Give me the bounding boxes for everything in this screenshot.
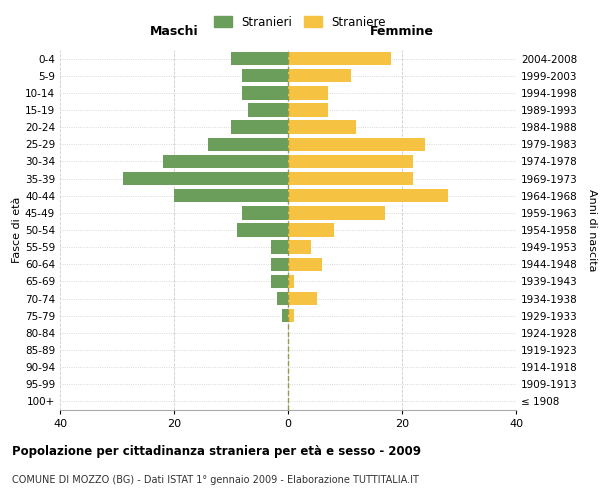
Bar <box>288 172 413 186</box>
Y-axis label: Fasce di età: Fasce di età <box>12 197 22 263</box>
Bar <box>163 154 288 168</box>
Bar <box>288 138 425 151</box>
Bar <box>288 258 322 271</box>
Text: COMUNE DI MOZZO (BG) - Dati ISTAT 1° gennaio 2009 - Elaborazione TUTTITALIA.IT: COMUNE DI MOZZO (BG) - Dati ISTAT 1° gen… <box>12 475 419 485</box>
Bar <box>288 292 317 306</box>
Bar <box>242 206 288 220</box>
Bar <box>277 292 288 306</box>
Text: Femmine: Femmine <box>370 25 434 38</box>
Bar <box>271 258 288 271</box>
Text: Maschi: Maschi <box>149 25 199 38</box>
Bar <box>283 309 288 322</box>
Bar <box>231 120 288 134</box>
Legend: Stranieri, Straniere: Stranieri, Straniere <box>209 11 391 34</box>
Bar <box>122 172 288 186</box>
Bar <box>288 120 356 134</box>
Bar <box>231 52 288 66</box>
Bar <box>248 104 288 117</box>
Bar <box>236 224 288 236</box>
Bar <box>208 138 288 151</box>
Bar <box>288 274 294 288</box>
Bar <box>271 240 288 254</box>
Text: Popolazione per cittadinanza straniera per età e sesso - 2009: Popolazione per cittadinanza straniera p… <box>12 445 421 458</box>
Bar <box>288 86 328 100</box>
Bar <box>288 104 328 117</box>
Bar <box>242 86 288 100</box>
Bar <box>288 309 294 322</box>
Bar <box>271 274 288 288</box>
Bar <box>288 224 334 236</box>
Bar <box>288 154 413 168</box>
Bar <box>288 52 391 66</box>
Bar <box>288 189 448 202</box>
Bar <box>174 189 288 202</box>
Bar <box>288 69 350 82</box>
Bar <box>242 69 288 82</box>
Bar <box>288 206 385 220</box>
Y-axis label: Anni di nascita: Anni di nascita <box>587 188 597 271</box>
Bar <box>288 240 311 254</box>
